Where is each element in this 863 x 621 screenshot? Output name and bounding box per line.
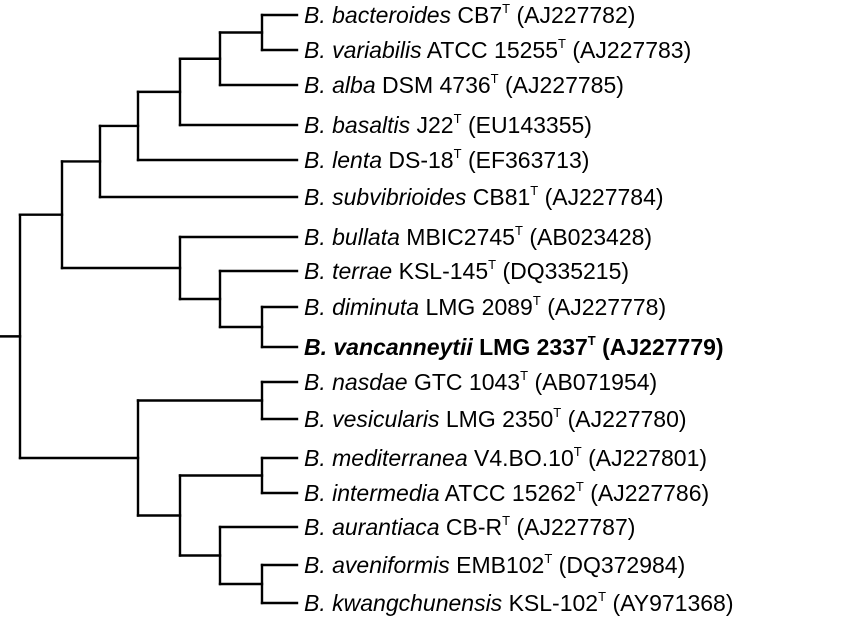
accession-number: (AB023428) — [529, 224, 653, 250]
leaf-label: B. kwangchunensis KSL-102T (AY971368) — [304, 585, 733, 621]
strain-name: CB7 — [457, 2, 503, 28]
strain-name: LMG 2089 — [425, 294, 533, 320]
strain-name: DS-18 — [388, 147, 454, 173]
strain-name: LMG 2350 — [445, 406, 554, 432]
type-strain-mark: T — [520, 368, 529, 383]
type-strain-mark: T — [598, 589, 607, 604]
type-strain-mark: T — [530, 183, 539, 198]
strain-name: MBIC2745 — [406, 224, 515, 250]
leaf-label: B. diminuta LMG 2089T (AJ227778) — [304, 289, 666, 325]
species-name: B. alba — [304, 72, 376, 98]
species-name: B. nasdae — [304, 369, 408, 395]
leaf-label: B. mediterranea V4.BO.10T (AJ227801) — [304, 440, 707, 476]
leaf-label: B. bacteroides CB7T (AJ227782) — [304, 0, 635, 33]
species-name: B. mediterranea — [304, 445, 468, 471]
strain-name: KSL-102 — [508, 590, 599, 616]
type-strain-mark: T — [587, 333, 596, 348]
species-name: B. terrae — [304, 258, 393, 284]
leaf-label: B. basaltis J22T (EU143355) — [304, 107, 592, 143]
type-strain-mark: T — [573, 444, 582, 459]
type-strain-mark: T — [502, 513, 511, 528]
accession-number: (AJ227783) — [572, 37, 692, 63]
species-name: B. basaltis — [304, 112, 411, 138]
species-name: B. kwangchunensis — [304, 590, 503, 616]
accession-number: (DQ372984) — [558, 552, 686, 578]
accession-number: (AJ227779) — [602, 334, 724, 360]
accession-number: (AJ227780) — [567, 406, 687, 432]
species-name: B. vesicularis — [304, 406, 440, 432]
type-strain-mark: T — [544, 551, 553, 566]
strain-name: DSM 4736 — [382, 72, 491, 98]
type-strain-mark: T — [488, 257, 497, 272]
type-strain-mark: T — [453, 111, 462, 126]
leaf-label: B. variabilis ATCC 15255T (AJ227783) — [304, 32, 691, 68]
strain-name: CB-R — [445, 514, 503, 540]
species-name: B. aurantiaca — [304, 514, 440, 540]
leaf-label: B. nasdae GTC 1043T (AB071954) — [304, 364, 657, 400]
species-name: B. bacteroides — [304, 2, 452, 28]
strain-name: LMG 2337 — [479, 334, 588, 360]
leaf-label: B. subvibrioides CB81T (AJ227784) — [304, 179, 664, 215]
type-strain-mark: T — [575, 479, 584, 494]
accession-number: (EU143355) — [467, 112, 592, 138]
type-strain-mark: T — [490, 71, 499, 86]
accession-number: (AB071954) — [534, 369, 658, 395]
accession-number: (AJ227801) — [588, 445, 708, 471]
strain-name: ATCC 15262 — [444, 480, 576, 506]
accession-number: (AJ227778) — [547, 294, 667, 320]
strain-name: ATCC 15255 — [426, 37, 558, 63]
type-strain-mark: T — [502, 1, 511, 16]
accession-number: (AJ227784) — [544, 184, 664, 210]
leaf-label: B. vesicularis LMG 2350T (AJ227780) — [304, 401, 687, 437]
species-name: B. aveniformis — [304, 552, 450, 578]
accession-number: (AJ227787) — [516, 514, 636, 540]
accession-number: (AY971368) — [612, 590, 734, 616]
leaf-label: B. lenta DS-18T (EF363713) — [304, 142, 589, 178]
leaf-label: B. terrae KSL-145T (DQ335215) — [304, 253, 629, 289]
species-name: B. bullata — [304, 224, 400, 250]
leaf-label: B. alba DSM 4736T (AJ227785) — [304, 67, 624, 103]
strain-name: GTC 1043 — [413, 369, 521, 395]
species-name: B. variabilis — [304, 37, 422, 63]
strain-name: J22 — [416, 112, 454, 138]
species-name: B. intermedia — [304, 480, 440, 506]
type-strain-mark: T — [514, 223, 523, 238]
accession-number: (DQ335215) — [502, 258, 630, 284]
accession-number: (AJ227785) — [505, 72, 624, 98]
leaf-label: B. aveniformis EMB102T (DQ372984) — [304, 547, 685, 583]
species-name: B. vancanneytii — [304, 334, 473, 360]
leaf-label: B. aurantiaca CB-RT (AJ227787) — [304, 509, 635, 545]
leaf-label: B. vancanneytii LMG 2337T (AJ227779) — [304, 329, 724, 365]
accession-number: (AJ227786) — [590, 480, 710, 506]
strain-name: EMB102 — [456, 552, 545, 578]
accession-number: (AJ227782) — [516, 2, 636, 28]
leaf-label: B. intermedia ATCC 15262T (AJ227786) — [304, 475, 709, 511]
strain-name: KSL-145 — [398, 258, 489, 284]
leaf-label: B. bullata MBIC2745T (AB023428) — [304, 219, 652, 255]
type-strain-mark: T — [553, 405, 562, 420]
strain-name: CB81 — [472, 184, 531, 210]
type-strain-mark: T — [558, 36, 566, 51]
accession-number: (EF363713) — [467, 147, 590, 173]
species-name: B. lenta — [304, 147, 382, 173]
type-strain-mark: T — [453, 146, 462, 161]
species-name: B. diminuta — [304, 294, 420, 320]
species-name: B. subvibrioides — [304, 184, 467, 210]
type-strain-mark: T — [532, 293, 541, 308]
strain-name: V4.BO.10 — [474, 445, 574, 471]
